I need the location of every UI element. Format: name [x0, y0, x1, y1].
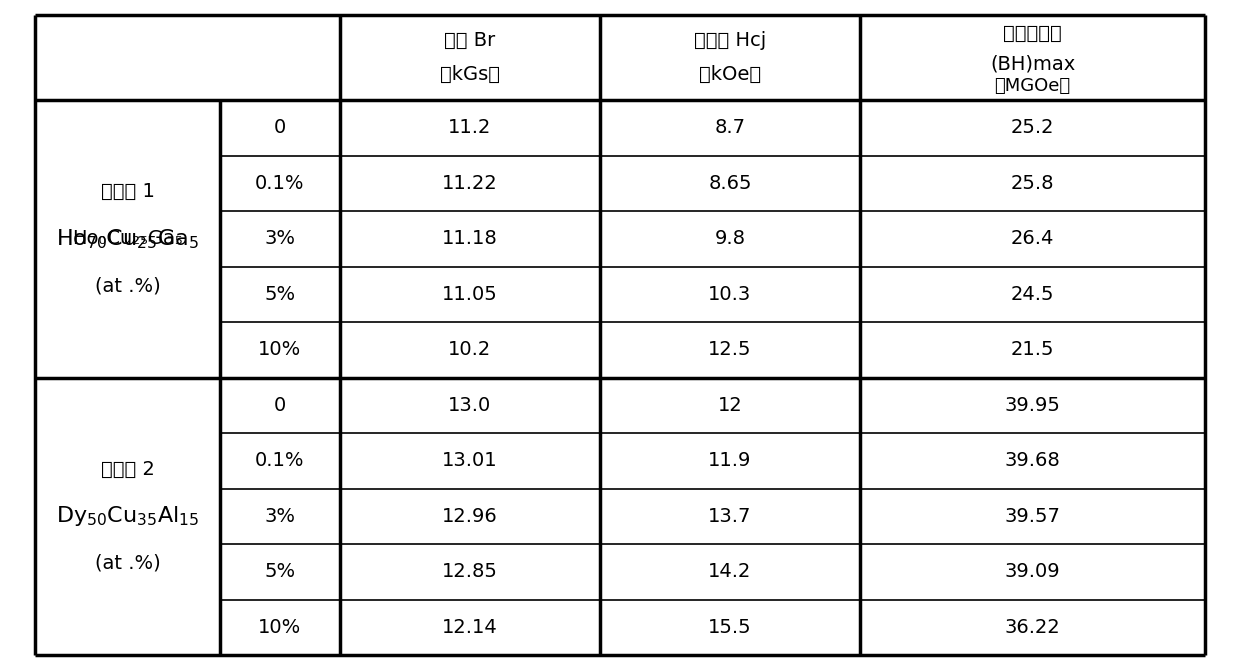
Text: 26.4: 26.4	[1011, 229, 1054, 248]
Text: (BH)max: (BH)max	[990, 55, 1075, 74]
Text: 12.14: 12.14	[443, 618, 498, 637]
Text: 39.68: 39.68	[1004, 452, 1060, 470]
Text: 0: 0	[274, 396, 286, 415]
Text: 39.57: 39.57	[1004, 507, 1060, 525]
Text: 9.8: 9.8	[714, 229, 745, 248]
Text: 24.5: 24.5	[1011, 285, 1054, 304]
Text: 10%: 10%	[258, 340, 301, 359]
Text: (at .%): (at .%)	[94, 554, 160, 573]
Text: 最大磁能积: 最大磁能积	[1003, 24, 1061, 43]
Text: 36.22: 36.22	[1004, 618, 1060, 637]
Text: 10.3: 10.3	[708, 285, 751, 304]
Text: （kOe）: （kOe）	[699, 65, 761, 84]
Text: Ho₀Cu₂₅Ga₅: Ho₀Cu₂₅Ga₅	[72, 229, 182, 248]
Text: 15.5: 15.5	[708, 618, 751, 637]
Text: 剩磁 Br: 剩磁 Br	[444, 31, 496, 50]
Text: 25.8: 25.8	[1011, 174, 1054, 192]
Text: Dy$_{50}$Cu$_{35}$Al$_{15}$: Dy$_{50}$Cu$_{35}$Al$_{15}$	[56, 504, 200, 528]
Text: 实施例 1: 实施例 1	[100, 182, 155, 201]
Text: 8.65: 8.65	[708, 174, 751, 192]
Text: 5%: 5%	[264, 562, 295, 581]
Text: 11.05: 11.05	[443, 285, 498, 304]
Text: 39.09: 39.09	[1004, 562, 1060, 581]
Text: 12.5: 12.5	[708, 340, 751, 359]
Text: 3%: 3%	[264, 229, 295, 248]
Text: 实施例 2: 实施例 2	[100, 460, 155, 479]
Text: 25.2: 25.2	[1011, 119, 1054, 137]
Text: 10%: 10%	[258, 618, 301, 637]
Text: 14.2: 14.2	[708, 562, 751, 581]
Text: 8.7: 8.7	[714, 119, 745, 137]
Text: 11.2: 11.2	[449, 119, 492, 137]
Text: （kGs）: （kGs）	[440, 65, 500, 84]
Text: 0.1%: 0.1%	[255, 174, 305, 192]
Text: Ho$_{70}$Cu$_{25}$Ga$_{5}$: Ho$_{70}$Cu$_{25}$Ga$_{5}$	[56, 227, 198, 250]
Text: 11.9: 11.9	[708, 452, 751, 470]
Text: 3%: 3%	[264, 507, 295, 525]
Text: 11.18: 11.18	[443, 229, 498, 248]
Text: 39.95: 39.95	[1004, 396, 1060, 415]
Text: 13.01: 13.01	[443, 452, 497, 470]
Text: 21.5: 21.5	[1011, 340, 1054, 359]
Text: 12.96: 12.96	[443, 507, 498, 525]
Text: 12.85: 12.85	[443, 562, 498, 581]
Text: 13.0: 13.0	[449, 396, 491, 415]
Text: 5%: 5%	[264, 285, 295, 304]
Text: 0: 0	[274, 119, 286, 137]
Text: （MGOe）: （MGOe）	[994, 77, 1070, 95]
Text: 矫顽力 Hcj: 矫顽力 Hcj	[694, 31, 766, 50]
Text: 10.2: 10.2	[449, 340, 491, 359]
Text: 13.7: 13.7	[708, 507, 751, 525]
Text: 12: 12	[718, 396, 743, 415]
Text: 11.22: 11.22	[443, 174, 498, 192]
Text: 0.1%: 0.1%	[255, 452, 305, 470]
Text: (at .%): (at .%)	[94, 276, 160, 296]
